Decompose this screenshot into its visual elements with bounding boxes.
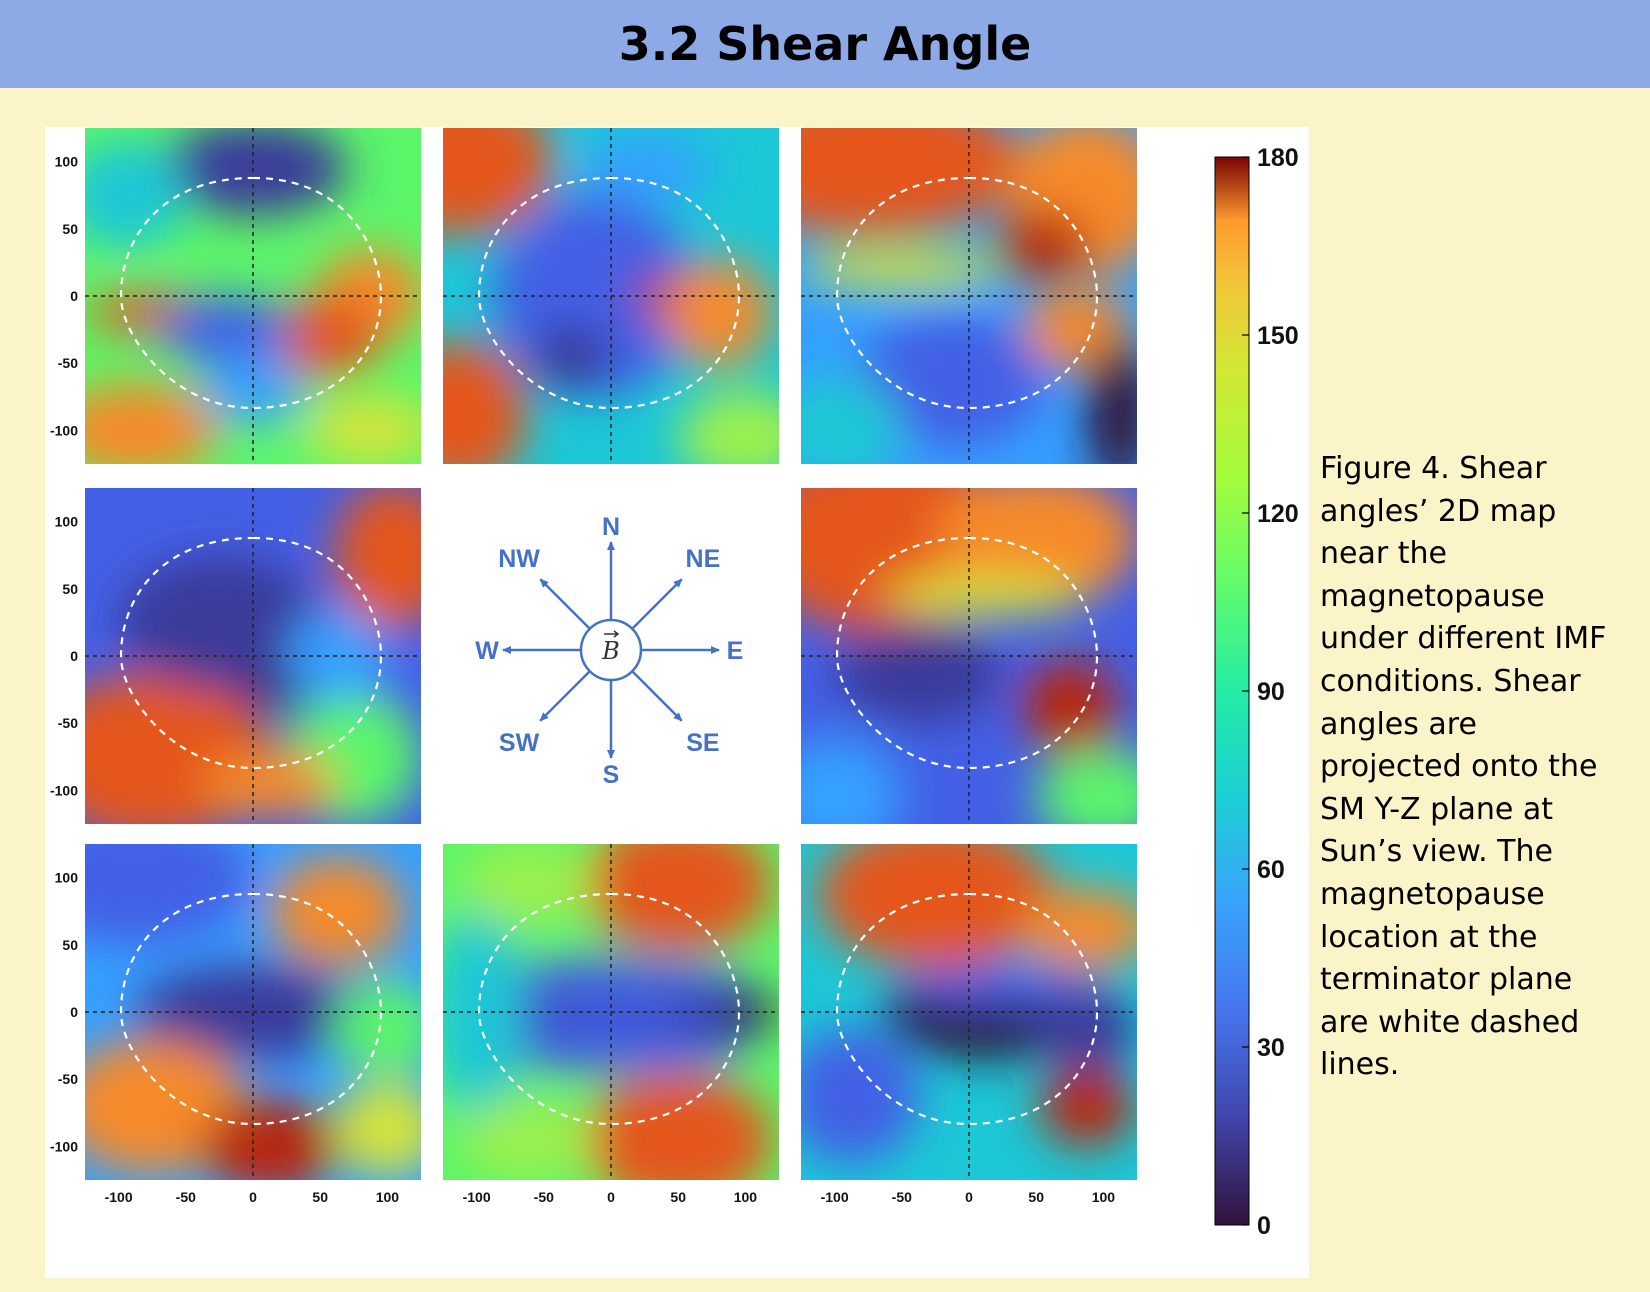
colorbar-tick-label: 0 [1257, 1212, 1271, 1240]
x-tick-label: -50 [176, 1189, 196, 1205]
vector-arrow-icon [604, 630, 620, 638]
compass-arrow-nw [539, 578, 591, 630]
y-tick-label: 100 [55, 870, 79, 886]
compass-label-n: N [602, 513, 620, 541]
x-tick-label: 0 [965, 1189, 973, 1205]
magnetopause-outline [477, 176, 741, 410]
heatmap-panel-e [801, 488, 1137, 824]
y-tick-label: -100 [50, 422, 78, 438]
y-tick-label: 50 [62, 581, 78, 597]
compass-label-nw: NW [498, 545, 540, 573]
colorbar-tick-label: 90 [1257, 678, 1285, 706]
compass-label-se: SE [686, 729, 719, 757]
heatmap-panels [85, 128, 1137, 1180]
x-tick-label: -100 [463, 1189, 491, 1205]
magnetopause-outline [835, 892, 1099, 1126]
x-tick-label: 0 [607, 1189, 615, 1205]
colorbar-tick-label: 30 [1257, 1034, 1285, 1062]
section-title: 3.2 Shear Angle [618, 17, 1032, 71]
magnetopause-outline [835, 176, 1099, 410]
x-tick-label: 100 [376, 1189, 400, 1205]
compass-label-s: S [603, 761, 620, 789]
magnetopause-outline [477, 892, 741, 1126]
x-tick-label: 50 [1028, 1189, 1044, 1205]
x-tick-label: 0 [249, 1189, 257, 1205]
y-tick-label: 100 [55, 514, 79, 530]
shear-angle-figure: 100 50 0 -50 -100 100 50 0 -50 -100 100 50 0 -50 -100 -… [50, 128, 1299, 1240]
colorbar-tick-label: 150 [1257, 322, 1299, 350]
compass-arrow-sw [539, 670, 591, 722]
y-tick-label: -50 [58, 355, 78, 371]
heatmap-panel-ne [801, 128, 1137, 464]
y-tick-label: -100 [50, 1138, 78, 1154]
heatmap-panel-se [801, 844, 1137, 1180]
magnetopause-outline [119, 176, 383, 410]
compass-center-circle [579, 618, 643, 682]
magnetopause-outline [119, 536, 383, 770]
x-tick-label: 50 [312, 1189, 328, 1205]
colorbar-tick-label: 180 [1257, 144, 1299, 172]
heatmap-panel-s [443, 844, 779, 1180]
compass-label-w: W [475, 637, 499, 665]
x-tick-label: -50 [534, 1189, 554, 1205]
y-tick-label: -50 [58, 715, 78, 731]
y-tick-label: 0 [70, 648, 78, 664]
magnetopause-outline [835, 536, 1099, 770]
x-tick-label: -100 [821, 1189, 849, 1205]
magnetic-field-vector-label: B [601, 637, 620, 665]
magnetopause-outline [119, 892, 383, 1126]
imf-compass: N NE E SE S SW W NW B [475, 513, 743, 789]
heatmap-panel-w [85, 488, 421, 824]
heatmap-panel-nw [85, 128, 421, 464]
x-tick-label: 100 [1092, 1189, 1116, 1205]
y-tick-label: 50 [62, 221, 78, 237]
compass-arrow-se [631, 670, 683, 722]
compass-label-ne: NE [686, 545, 721, 573]
x-tick-label: 50 [670, 1189, 686, 1205]
x-tick-label: -50 [892, 1189, 912, 1205]
colorbar-tick-label: 60 [1257, 856, 1285, 884]
y-tick-label: 0 [70, 288, 78, 304]
figure-caption: Figure 4. Shear angles’ 2D map near the … [1320, 451, 1607, 1083]
x-tick-label: 100 [734, 1189, 758, 1205]
compass-label-e: E [727, 637, 744, 665]
compass-arrow-ne [631, 578, 683, 630]
page-header: 3.2 Shear Angle [0, 0, 1650, 88]
colorbar: 180 150 120 90 60 30 0 [1214, 144, 1299, 1240]
compass-label-sw: SW [499, 729, 540, 757]
x-tick-label: -100 [105, 1189, 133, 1205]
y-tick-label: 50 [62, 937, 78, 953]
heatmap-panel-n [443, 128, 779, 464]
figure-panel: 100 50 0 -50 -100 100 50 0 -50 -100 100 50 0 -50 -100 -… [45, 127, 1309, 1278]
colorbar-tick-label: 120 [1257, 500, 1299, 528]
y-tick-label: -50 [58, 1071, 78, 1087]
axis-tick-labels: 100 50 0 -50 -100 100 50 0 -50 -100 100 50 0 -50 -100 -… [50, 154, 1115, 1205]
y-tick-label: 100 [55, 154, 79, 170]
y-tick-label: 0 [70, 1004, 78, 1020]
heatmap-panel-sw [85, 844, 421, 1180]
y-tick-label: -100 [50, 782, 78, 798]
